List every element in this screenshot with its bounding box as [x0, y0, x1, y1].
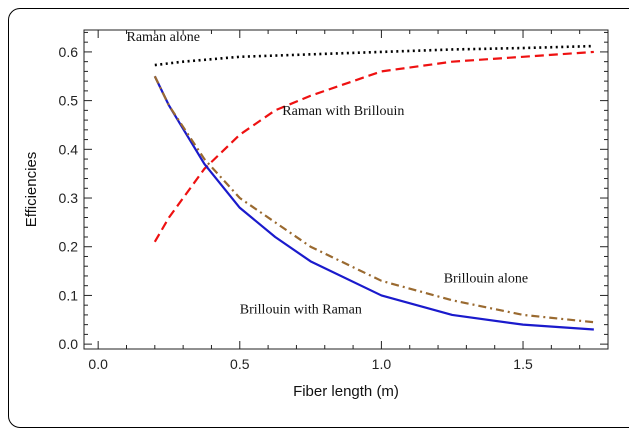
annotations: Raman alone Raman with Brillouin Brillouin… — [126, 30, 528, 317]
series-line-raman-with-brillouin — [153, 50, 594, 243]
x-tick-label: 0.5 — [230, 356, 250, 372]
y-tick-label: 0.5 — [59, 93, 79, 109]
axis-ticks: 0.0 0.5 1.0 1.5 0.0 0.1 0.2 0.3 0.4 0.5 0.6 — [59, 30, 609, 372]
series-line-brillouin-with-raman — [153, 75, 594, 331]
y-axis-label: Efficiencies — [23, 152, 40, 228]
annotation-raman-alone: Raman alone — [126, 30, 199, 45]
y-tick-label: 0.4 — [59, 141, 79, 157]
y-tick-label: 0.6 — [59, 44, 79, 60]
x-tick-label: 0.0 — [88, 356, 108, 372]
y-tick-label: 0.0 — [59, 336, 79, 352]
y-tick-label: 0.2 — [59, 239, 79, 255]
efficiency-line-chart: 0.0 0.5 1.0 1.5 0.0 0.1 0.2 0.3 0.4 0.5 0.6 Raman … — [23, 29, 609, 400]
annotation-brillouin-alone: Brillouin alone — [444, 271, 528, 286]
x-axis-label: Fiber length (m) — [293, 383, 399, 400]
y-tick-label: 0.3 — [59, 190, 79, 206]
annotation-raman-with-brillouin: Raman with Brillouin — [282, 104, 404, 119]
y-tick-label: 0.1 — [59, 287, 79, 303]
x-tick-label: 1.0 — [372, 356, 392, 372]
x-tick-label: 1.5 — [513, 356, 533, 372]
plot-area — [83, 29, 609, 350]
series-lines — [153, 44, 594, 331]
annotation-brillouin-with-raman: Brillouin with Raman — [240, 302, 362, 317]
